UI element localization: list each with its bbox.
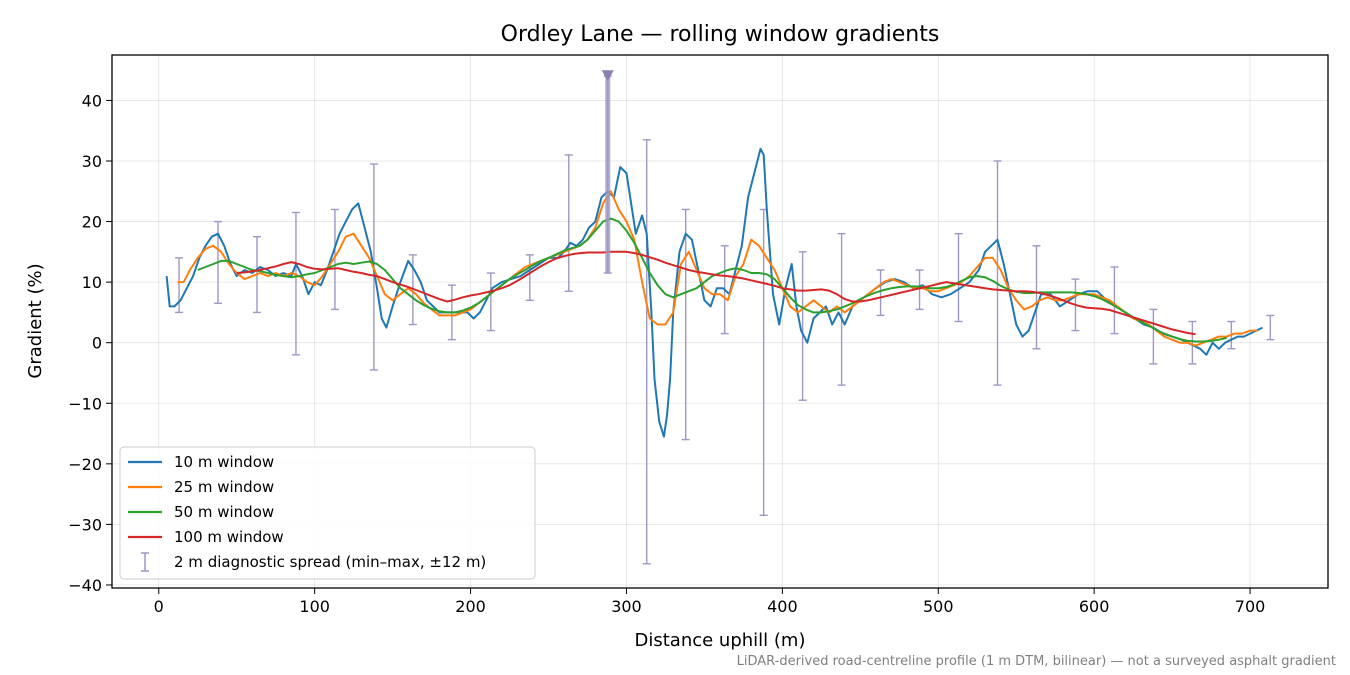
errorbar xyxy=(798,251,807,401)
x-tick-label: 400 xyxy=(767,597,798,616)
errorbar xyxy=(1110,266,1119,335)
y-tick-label: 0 xyxy=(92,334,102,353)
legend-label-errorbar: 2 m diagnostic spread (min–max, ±12 m) xyxy=(174,553,486,571)
series-line-2 xyxy=(177,190,1258,347)
x-axis-ticks: 0 100 200 300 400 500 600 700 xyxy=(154,588,1266,616)
legend-label-100m: 100 m window xyxy=(174,528,284,546)
errorbar xyxy=(1188,320,1197,365)
y-tick-label: −20 xyxy=(68,455,102,474)
legend-label-50m: 50 m window xyxy=(174,503,274,521)
y-axis-label: Gradient (%) xyxy=(25,263,46,378)
errorbar xyxy=(486,272,495,332)
x-tick-label: 300 xyxy=(611,597,642,616)
footnote: LiDAR-derived road-centreline profile (1… xyxy=(737,654,1336,669)
x-tick-label: 0 xyxy=(154,597,164,616)
errorbar xyxy=(915,269,924,311)
errorbar xyxy=(642,139,651,565)
x-axis-label: Distance uphill (m) xyxy=(635,630,806,651)
series-line-3 xyxy=(197,217,1227,343)
legend: 10 m window 25 m window 50 m window 100 … xyxy=(119,446,536,580)
legend-label-10m: 10 m window xyxy=(174,453,274,471)
errorbar xyxy=(525,254,534,302)
series-lines xyxy=(165,147,1263,438)
errorbar-group xyxy=(175,75,1275,565)
errorbar xyxy=(681,208,690,441)
errorbar xyxy=(1266,314,1275,341)
y-tick-label: −10 xyxy=(68,394,102,413)
legend-label-25m: 25 m window xyxy=(174,478,274,496)
clipped-marker-triangle xyxy=(601,70,614,82)
errorbar xyxy=(1032,245,1041,350)
x-tick-label: 700 xyxy=(1235,597,1266,616)
errorbar xyxy=(291,211,300,356)
y-tick-label: −40 xyxy=(68,576,102,595)
errorbar xyxy=(876,269,885,317)
plot-frame xyxy=(111,54,1329,589)
legend-box xyxy=(119,446,536,580)
errorbar xyxy=(993,160,1002,386)
grid xyxy=(112,55,1328,588)
legend-swatch-errorbar xyxy=(141,552,149,572)
y-tick-label: 40 xyxy=(82,91,102,110)
y-tick-label: 10 xyxy=(82,273,102,292)
x-tick-label: 200 xyxy=(455,597,486,616)
chart-title: Ordley Lane — rolling window gradients xyxy=(501,22,940,47)
y-tick-label: 30 xyxy=(82,152,102,171)
errorbar xyxy=(330,208,339,311)
errorbar xyxy=(564,154,573,292)
x-tick-label: 500 xyxy=(923,597,954,616)
x-tick-label: 100 xyxy=(299,597,330,616)
errorbar xyxy=(1149,308,1158,365)
y-tick-label: −30 xyxy=(68,515,102,534)
errorbar xyxy=(954,232,963,323)
errorbar xyxy=(175,257,184,314)
series-line-4 xyxy=(236,250,1196,336)
x-tick-label: 600 xyxy=(1079,597,1110,616)
clipped-marker-group xyxy=(601,70,614,274)
y-tick-label: 20 xyxy=(82,213,102,232)
y-axis-ticks: −40 −30 −20 −10 0 10 20 30 40 xyxy=(68,91,112,595)
